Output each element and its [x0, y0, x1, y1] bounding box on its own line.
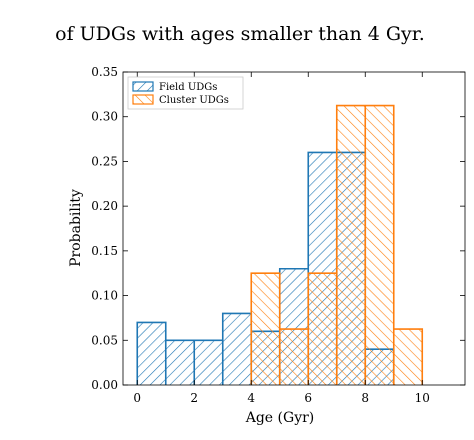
bar — [279, 329, 309, 385]
x-axis-label: Age (Gyr) — [245, 410, 315, 426]
bar — [194, 340, 223, 385]
legend-swatch — [132, 81, 154, 92]
legend-label: Field UDGs — [159, 82, 217, 93]
x-tick-label: 4 — [247, 391, 255, 405]
y-tick-label: 0.35 — [91, 65, 118, 79]
y-tick-label: 0.30 — [91, 110, 118, 124]
bar — [251, 273, 280, 385]
bar — [365, 105, 394, 386]
bar — [393, 329, 423, 385]
x-tick-label: 10 — [415, 391, 430, 405]
y-tick-label: 0.15 — [91, 244, 118, 258]
legend-swatch — [132, 94, 154, 105]
bar — [308, 273, 337, 385]
y-tick-label: 0.10 — [91, 289, 118, 303]
legend-label: Cluster UDGs — [159, 95, 229, 106]
bar — [222, 313, 252, 385]
bar-outline — [250, 104, 424, 385]
x-tick-label: 2 — [190, 391, 198, 405]
x-tick-label: 6 — [304, 391, 312, 405]
y-axis-label: Probability — [68, 189, 84, 267]
bar — [165, 340, 195, 385]
y-tick-label: 0.25 — [91, 154, 118, 168]
x-tick-label: 0 — [133, 391, 141, 405]
body-text: of UDGs with ages smaller than 4 Gyr. — [55, 23, 425, 45]
y-tick-label: 0.20 — [91, 199, 118, 213]
y-tick-label: 0.05 — [91, 333, 118, 347]
y-tick-label: 0.00 — [91, 378, 118, 392]
x-tick-label: 8 — [361, 391, 369, 405]
bar — [336, 105, 366, 386]
plot-frame — [122, 71, 466, 386]
bar — [137, 322, 166, 385]
